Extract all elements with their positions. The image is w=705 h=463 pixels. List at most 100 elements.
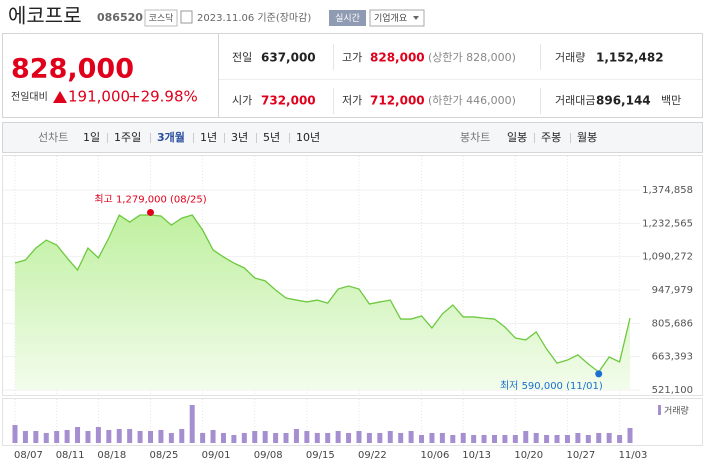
volume-bar (43, 432, 49, 443)
x-tick-label: 09/15 (306, 450, 335, 461)
volume-bar (450, 434, 456, 443)
period-tab[interactable]: 1주일 (114, 130, 141, 144)
volume-bar (231, 434, 237, 443)
low-label: 최저 590,000 (11/01) (500, 380, 603, 392)
volume-bar (419, 434, 425, 443)
volume-bar (366, 432, 372, 443)
volume-bar (387, 430, 393, 443)
x-tick-label: 09/08 (254, 450, 283, 461)
x-tick-label: 10/06 (421, 450, 450, 461)
price: 828,000 (11, 54, 134, 85)
x-tick-label: 10/13 (462, 450, 491, 461)
x-tick-label: 09/22 (358, 450, 387, 461)
high-label: 최고 1,279,000 (08/25) (94, 193, 206, 205)
volume-bar (606, 432, 612, 443)
volume-bar (64, 429, 70, 443)
volume-bar (533, 432, 539, 443)
date: 2023.11.06 기준(장마감) (197, 12, 311, 24)
tab-bar (2, 122, 703, 153)
low-marker (595, 370, 603, 378)
realtime[interactable]: 실시간 (335, 13, 360, 24)
quote-note: (상한가 828,000) (428, 51, 516, 64)
x-tick-label: 08/25 (150, 450, 179, 461)
volume-bar (116, 428, 122, 443)
period-tab[interactable]: 3개월 (157, 130, 185, 144)
volume-bar (241, 432, 247, 443)
volume-bar (346, 432, 352, 443)
x-tick-label: 10/20 (514, 450, 543, 461)
volume-bar (544, 434, 550, 443)
change-pct: +29.98% (128, 88, 198, 106)
y-tick-label: 947,979 (652, 285, 693, 296)
quote-value: 828,000 (370, 51, 425, 65)
volume-bar (33, 430, 39, 443)
volume-bar (439, 432, 445, 443)
x-tick-label: 11/03 (619, 450, 648, 461)
volume-legend-swatch (658, 405, 661, 415)
volume-bar (377, 432, 383, 443)
line (14, 214, 631, 373)
stock-name: 에코프로 (8, 4, 82, 28)
volume-bar (148, 430, 154, 443)
candle-tab[interactable]: 주봉 (541, 131, 561, 144)
calendar-icon (180, 10, 193, 24)
quote-value: 732,000 (261, 94, 316, 108)
volume-bar (554, 434, 560, 443)
volume-bar (283, 432, 289, 443)
period-tab[interactable]: 3년 (231, 131, 248, 144)
period-tab[interactable]: 10년 (296, 131, 320, 144)
x-tick-label: 08/07 (14, 450, 43, 461)
volume-bar (627, 427, 633, 443)
period-tab[interactable]: 1년 (200, 131, 217, 144)
candle-tab[interactable]: 월봉 (577, 131, 597, 144)
tab-label: 봉차트 (460, 131, 490, 144)
volume-bar (168, 432, 174, 443)
volume-bar (262, 430, 268, 443)
company-info[interactable]: 기업개요 (374, 13, 407, 24)
company-info-button[interactable] (369, 9, 425, 27)
volume-bar (158, 429, 164, 443)
volume-bar (179, 428, 185, 443)
volume-bar (54, 430, 60, 443)
volume-bar (127, 428, 133, 443)
volume-bar (210, 429, 216, 443)
y-tick-label: 805,686 (652, 318, 693, 329)
volume-bar (106, 429, 112, 443)
quote-label: 거래대금 (555, 94, 595, 107)
quote-panel (2, 33, 703, 118)
candle-tab[interactable]: 일봉 (507, 130, 527, 144)
volume-bar (585, 434, 591, 443)
volume-bar (408, 430, 414, 443)
stock-code: 086520 (97, 11, 143, 24)
volume-bar (335, 430, 341, 443)
period-tab[interactable]: 5년 (263, 131, 280, 144)
quote-value: 1,152,482 (596, 51, 664, 65)
volume-bar (85, 430, 91, 443)
volume-bar (471, 434, 477, 443)
change-label: 전일대비 (11, 91, 48, 103)
volume-bar (325, 432, 331, 443)
volume-bar (75, 426, 81, 443)
quote-value: 637,000 (261, 51, 316, 65)
quote-label: 고가 (342, 51, 362, 64)
area (15, 215, 630, 390)
y-tick-label: 1,090,272 (642, 252, 693, 263)
x-tick-label: 09/01 (202, 450, 231, 461)
quote-value: 712,000 (370, 94, 425, 108)
volume-bar (481, 434, 487, 443)
volume-bar (502, 434, 508, 443)
quote-label: 전일 (232, 50, 252, 64)
period-tab[interactable]: 1일 (83, 130, 100, 144)
quote-note: (하한가 446,000) (428, 93, 516, 107)
y-tick-label: 1,232,565 (642, 218, 693, 229)
quote-unit: 백만 (661, 94, 681, 107)
volume-bar (220, 432, 226, 443)
volume-bar (398, 432, 404, 443)
change: 191,000 (68, 88, 130, 106)
dropdown-arrow (413, 16, 419, 20)
volume-bar (95, 426, 101, 443)
volume-bar (429, 432, 435, 443)
realtime-badge[interactable] (329, 10, 366, 26)
quote-label: 거래량 (555, 51, 585, 64)
volume-bar (460, 432, 466, 443)
